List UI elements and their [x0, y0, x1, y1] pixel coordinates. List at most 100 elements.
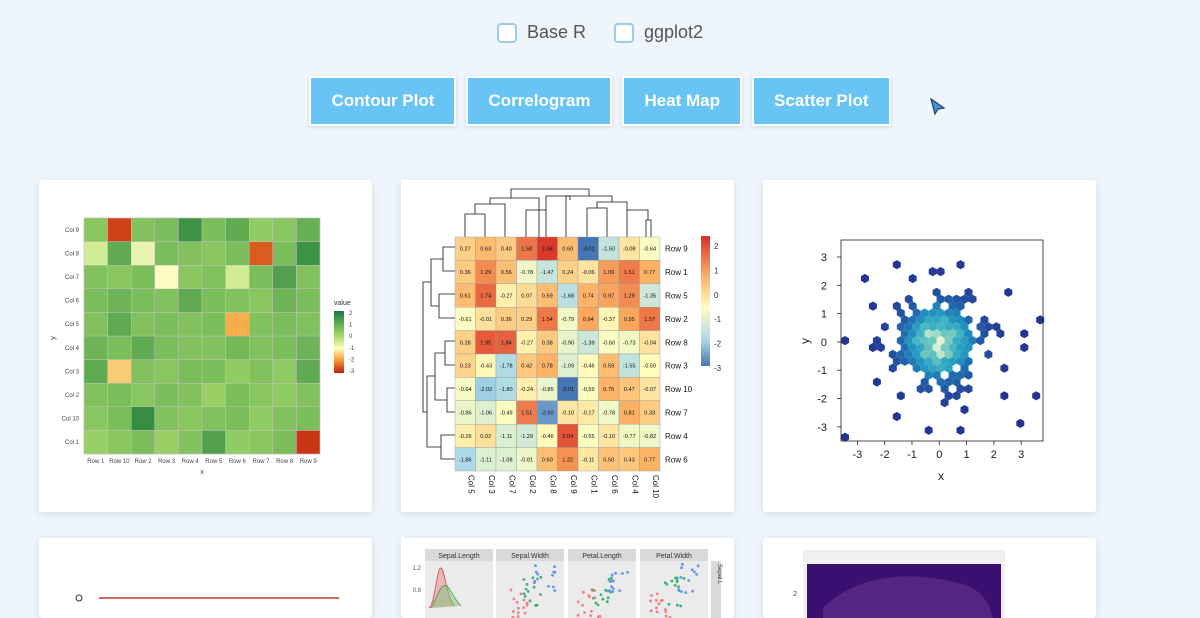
- hexbin: [928, 349, 937, 359]
- cell-value: -0.46: [582, 364, 595, 370]
- heatmap-ggplot-card[interactable]: Row 1 Row 10 Row 2 Row 3 Row 4 Row 5 Row 6 Row …: [39, 180, 372, 512]
- pairs-point: [610, 585, 613, 588]
- pairs-point: [664, 614, 668, 618]
- hexbin: [908, 329, 917, 339]
- hexbin: [896, 322, 905, 332]
- hexbin: [920, 336, 929, 346]
- hexbin: [952, 349, 961, 359]
- pairs-plot-card[interactable]: Sepal.Length Sepal.Width Petal.Length Pe…: [401, 538, 734, 618]
- cell-value: -1.50: [602, 247, 615, 253]
- heat-map-button[interactable]: Heat Map: [622, 76, 743, 126]
- base-r-checkbox[interactable]: [496, 22, 517, 43]
- hexbin: [888, 363, 897, 373]
- heatmap-cell: [178, 335, 203, 360]
- contour-plot-button[interactable]: Contour Plot: [309, 76, 457, 126]
- pairs-point: [547, 585, 550, 588]
- pairs-point: [553, 565, 556, 568]
- cell-value: 0.23: [460, 364, 471, 370]
- heatmap-cell: [201, 430, 226, 455]
- hexbin: [980, 315, 989, 325]
- pairs-point: [532, 585, 536, 589]
- preview-card-4[interactable]: [39, 538, 372, 618]
- pairs-point: [605, 600, 609, 604]
- heatmap-clustered-card[interactable]: 0.27 0.63 0.40 1.58 2.38 0.60 -3.01 -1.50 -0.08 -…: [401, 180, 734, 512]
- hexbin: [944, 363, 953, 373]
- filter-ggplot2[interactable]: ggplot2: [613, 22, 703, 43]
- cell-value: 0.61: [460, 294, 471, 300]
- pairs-point: [663, 581, 667, 584]
- x-tick-label: 0: [936, 449, 942, 461]
- heatmap-cell: [248, 312, 273, 337]
- x-tick-label: 3: [1018, 449, 1024, 461]
- pairs-point: [526, 590, 530, 593]
- pairs-point: [674, 576, 677, 580]
- cell-value: -1.11: [480, 457, 492, 463]
- pairs-point: [534, 564, 537, 567]
- cell-value: 0.77: [644, 457, 655, 463]
- pairs-point: [522, 592, 526, 596]
- pairs-point: [611, 590, 615, 593]
- cell-value: -0.85: [541, 387, 554, 393]
- x-tick-label: Row 10: [109, 459, 130, 465]
- y-axis-label: y: [50, 336, 57, 340]
- y-tick-label: -1: [817, 365, 827, 377]
- heatmap-cell: [272, 406, 297, 431]
- hexbin: [940, 342, 949, 353]
- hexbin: [1000, 391, 1009, 401]
- heatmap-cell: [296, 264, 321, 289]
- pairs-point: [679, 590, 683, 593]
- heatmap-cell: [83, 312, 108, 337]
- hexbin: [924, 356, 933, 366]
- hexbin: [1036, 315, 1045, 325]
- pairs-point: [610, 576, 613, 580]
- contour-plot-card[interactable]: 2: [763, 538, 1096, 618]
- cell-value: -0.26: [459, 434, 472, 440]
- cell-value: 0.74: [583, 294, 594, 300]
- mouse-cursor-icon: [930, 98, 946, 116]
- filter-base-r[interactable]: Base R: [496, 22, 586, 43]
- hexbin: [876, 342, 885, 353]
- pairs-point: [679, 604, 683, 608]
- pairs-point: [522, 598, 526, 602]
- cell-value: -0.50: [643, 364, 656, 370]
- heatmap-cell: [107, 312, 132, 337]
- heatmap-cell: [248, 264, 273, 289]
- hexbin: [960, 294, 969, 304]
- heatmap-cell: [248, 382, 273, 407]
- hexbin-scatter-card[interactable]: -3 -2 -1 0 1 2 3 3 2 1 0 -1 -2 -3 x y: [763, 180, 1096, 512]
- heatmap-cell: [107, 241, 132, 266]
- heatmap-cell: [83, 335, 108, 360]
- hexbin: [904, 336, 913, 346]
- scatter-plot-button[interactable]: Scatter Plot: [752, 76, 891, 126]
- heatmap-clustered-chart: 0.27 0.63 0.40 1.58 2.38 0.60 -3.01 -1.50 -0.08 -…: [422, 188, 722, 499]
- pairs-point: [676, 603, 679, 607]
- panel-header: Petal.Width: [656, 553, 692, 560]
- heatmap-cell: [201, 312, 226, 337]
- heatmap-cell: [178, 312, 203, 337]
- hexbin: [948, 315, 957, 325]
- heatmap-cell: [130, 359, 155, 384]
- ggplot2-checkbox[interactable]: [613, 22, 634, 43]
- pairs-point: [552, 570, 556, 574]
- hexbin: [952, 294, 961, 304]
- pairs-point: [511, 610, 515, 613]
- correlogram-button[interactable]: Correlogram: [466, 76, 613, 126]
- hexbin: [912, 322, 921, 332]
- cell-value: 0.43: [624, 457, 635, 463]
- hexbin: [924, 425, 933, 435]
- y-tick: 0.8: [413, 588, 422, 594]
- hexbin: [948, 329, 957, 339]
- pairs-point: [696, 564, 700, 568]
- hexbin: [900, 356, 909, 366]
- column-label: Col 8: [548, 475, 557, 494]
- cell-value: -0.55: [582, 434, 595, 440]
- cell-value: 2.04: [562, 434, 573, 440]
- cell-value: -1.35: [643, 294, 656, 300]
- cell-value: 1.57: [644, 317, 655, 323]
- x-tick-label: -1: [907, 449, 917, 461]
- pairs-point: [682, 577, 686, 580]
- x-tick-label: Row 2: [134, 459, 152, 465]
- heatmap-cell: [107, 430, 132, 455]
- heatmap-cell: [178, 241, 203, 266]
- hexbin: [936, 349, 945, 359]
